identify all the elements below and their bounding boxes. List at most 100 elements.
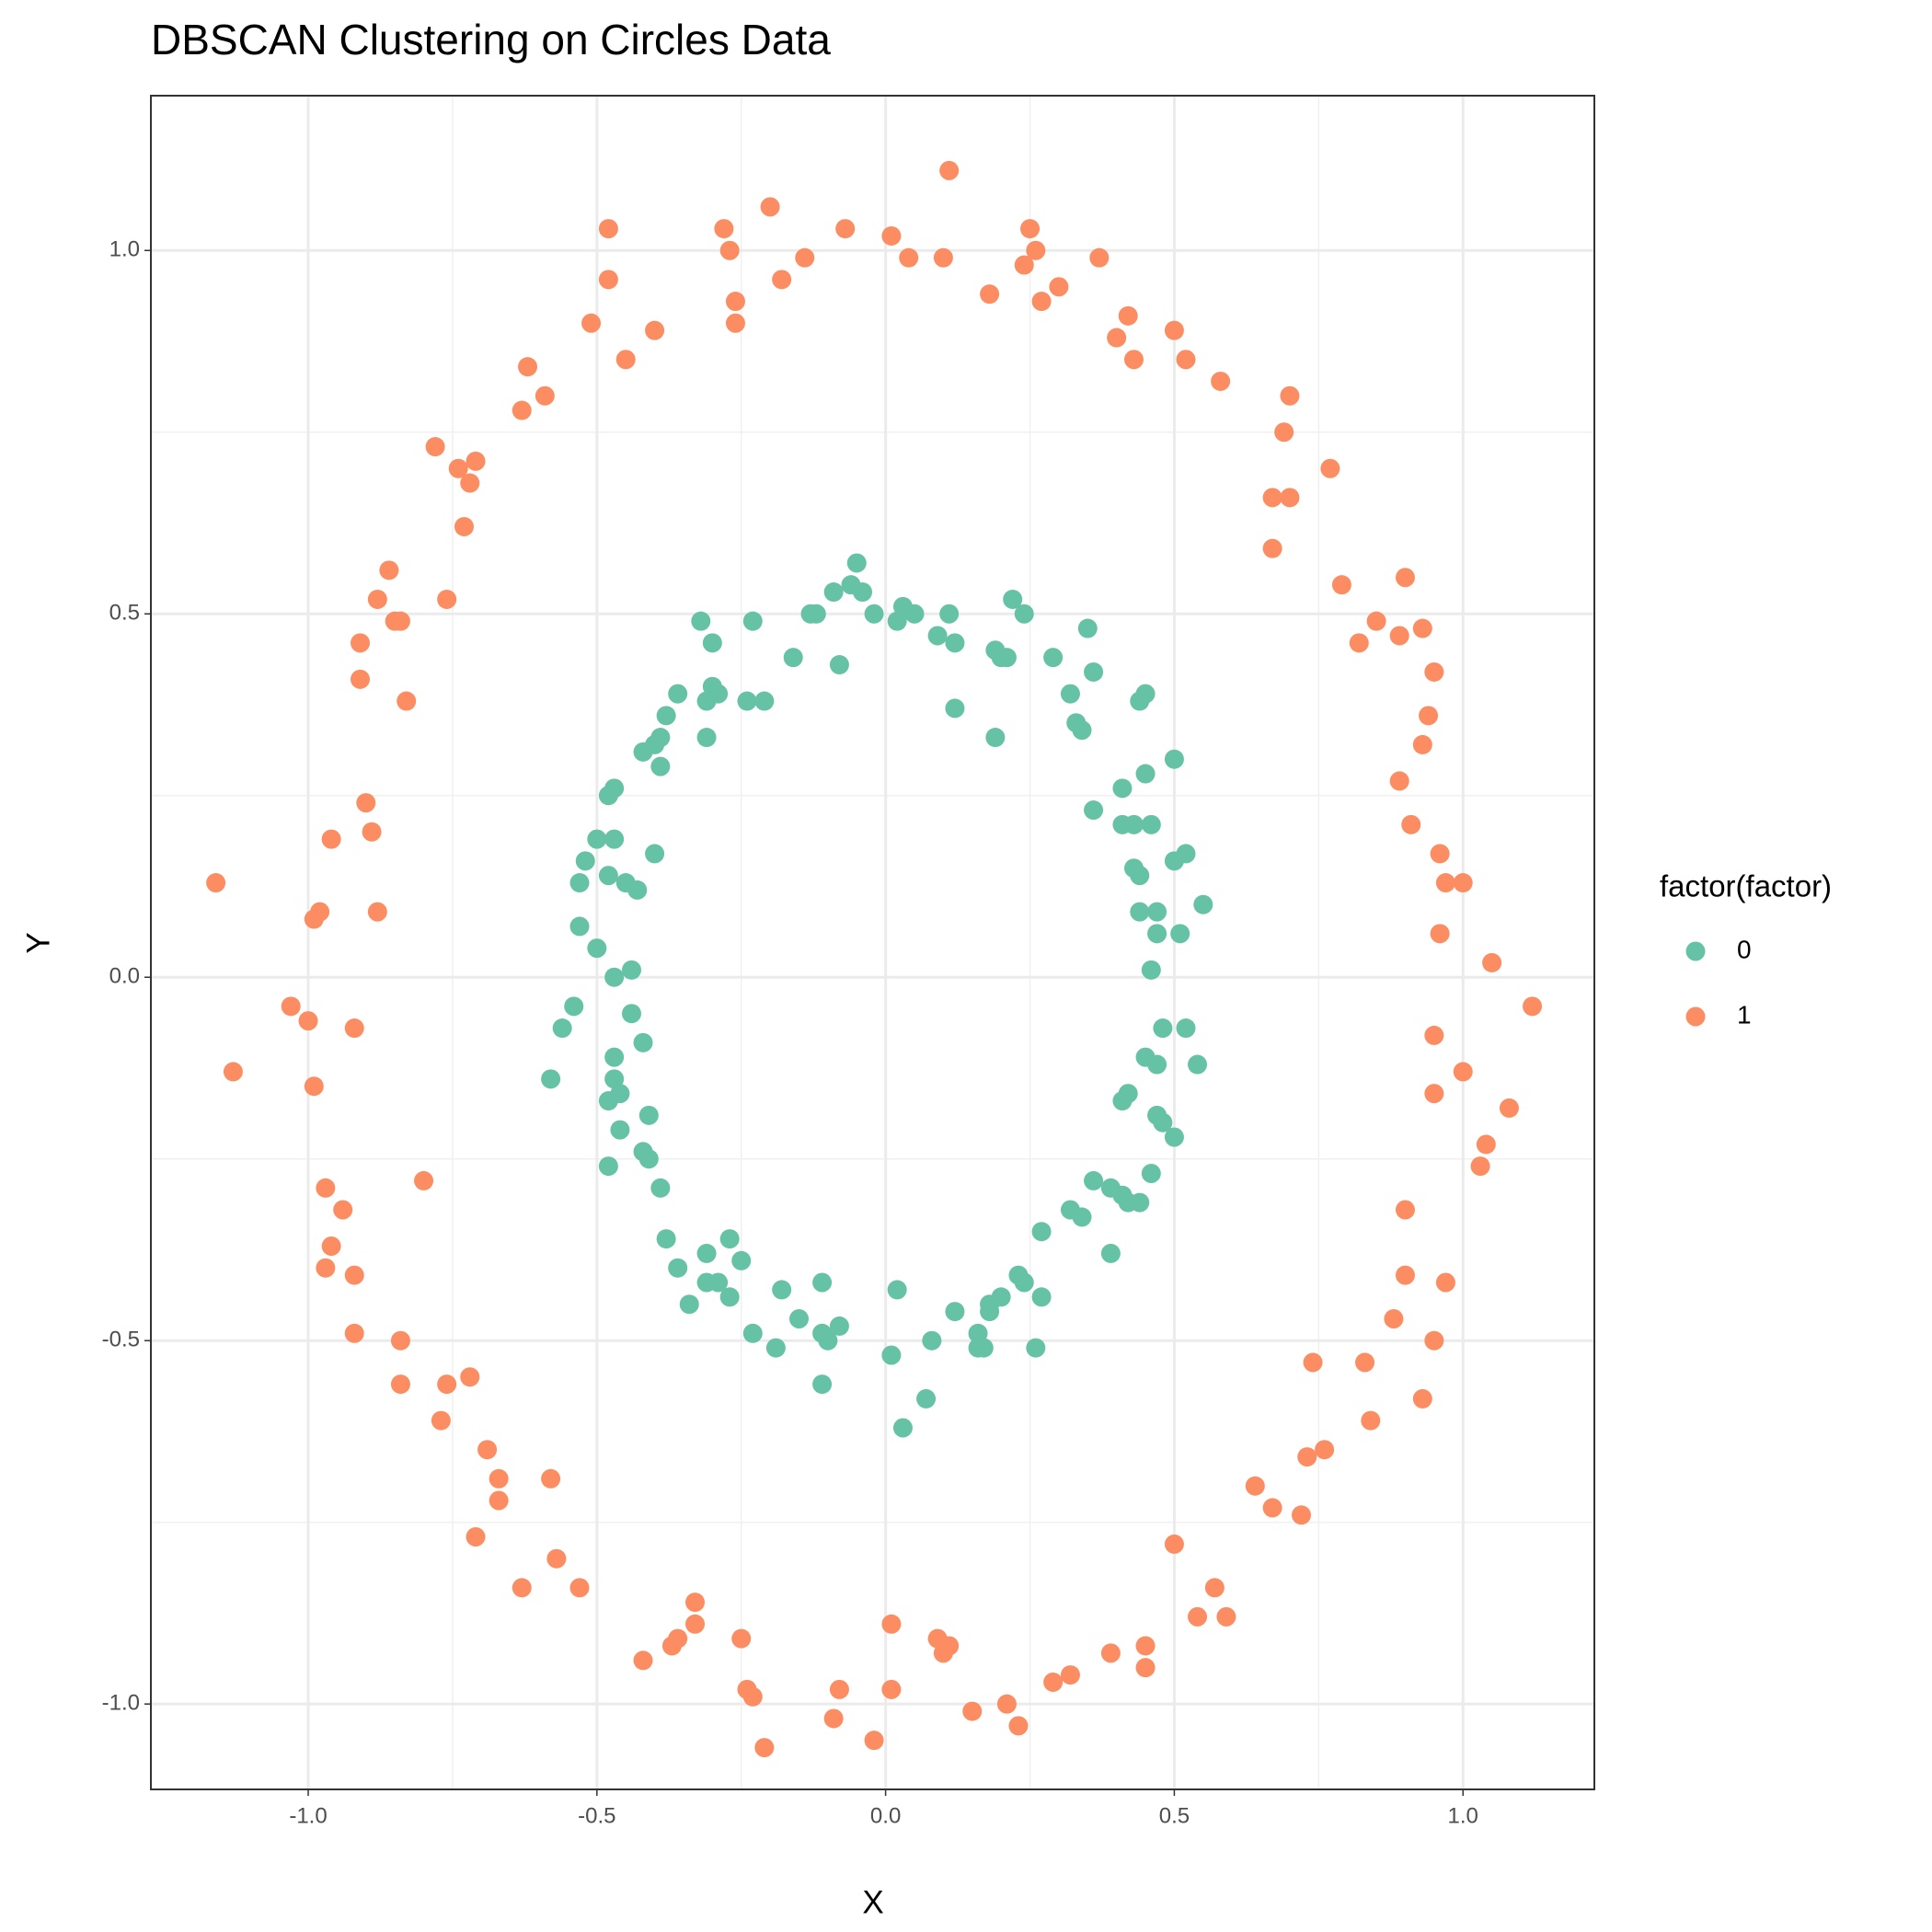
point: [460, 1367, 480, 1387]
point: [598, 219, 618, 239]
point: [968, 1323, 988, 1343]
point: [1424, 1084, 1444, 1104]
point: [367, 902, 387, 922]
point: [980, 284, 1000, 305]
point: [518, 357, 538, 377]
point: [904, 604, 925, 624]
x-tick-label: 0.0: [870, 1803, 901, 1828]
y-tick-label: 0.5: [109, 601, 140, 626]
point: [691, 611, 711, 631]
point: [945, 633, 965, 653]
chart-title: DBSCAN Clustering on Circles Data: [151, 16, 831, 63]
point: [1072, 720, 1092, 741]
point: [742, 1323, 763, 1343]
point: [668, 1258, 688, 1278]
point: [615, 350, 636, 370]
series-points: [206, 160, 1543, 1758]
point: [1084, 800, 1104, 821]
point: [1164, 749, 1184, 769]
point: [604, 967, 625, 987]
x-axis-label: X: [862, 1884, 883, 1920]
point: [1188, 1606, 1208, 1627]
point: [1303, 1352, 1323, 1373]
point: [604, 1047, 625, 1067]
point: [754, 1738, 775, 1758]
point: [685, 1593, 706, 1613]
point: [1008, 1716, 1029, 1736]
point: [304, 1076, 324, 1097]
point: [598, 786, 618, 806]
point: [638, 1149, 659, 1169]
point: [1060, 684, 1080, 704]
point: [881, 1614, 902, 1634]
point: [991, 1287, 1011, 1307]
point: [725, 313, 745, 333]
point: [1164, 1534, 1184, 1554]
point: [1014, 604, 1034, 624]
point: [1084, 1170, 1104, 1190]
point: [933, 1643, 953, 1663]
point: [604, 829, 625, 849]
point: [414, 1170, 434, 1190]
point: [621, 960, 641, 980]
point: [818, 1330, 838, 1351]
point: [321, 829, 341, 849]
point: [466, 1526, 486, 1547]
point: [610, 1084, 630, 1104]
point: [206, 873, 226, 893]
point: [1026, 240, 1046, 260]
point: [772, 1280, 792, 1300]
point: [1453, 873, 1473, 893]
point: [489, 1468, 509, 1489]
point: [829, 1679, 849, 1699]
point: [425, 437, 445, 457]
point: [298, 1011, 318, 1031]
point: [1089, 247, 1110, 268]
point: [1412, 618, 1432, 638]
point: [1170, 924, 1190, 944]
point: [477, 1440, 498, 1460]
point: [645, 844, 665, 864]
x-tick-label: 1.0: [1448, 1803, 1478, 1828]
point: [945, 698, 965, 719]
point: [397, 691, 417, 711]
point: [598, 270, 618, 290]
point: [1118, 1084, 1138, 1104]
point: [708, 1272, 729, 1293]
point: [1130, 1192, 1150, 1213]
point: [1476, 1134, 1496, 1155]
point: [899, 247, 919, 268]
point: [1204, 1578, 1225, 1598]
point: [1176, 350, 1196, 370]
series-points: [541, 553, 1213, 1438]
point: [344, 1018, 364, 1039]
point: [1412, 734, 1432, 754]
point: [512, 1578, 532, 1598]
point: [685, 1614, 706, 1634]
point: [1470, 1156, 1490, 1177]
point: [835, 219, 856, 239]
point: [1435, 873, 1455, 893]
point: [454, 516, 474, 536]
point: [1049, 277, 1069, 297]
x-tick-label: 0.5: [1159, 1803, 1190, 1828]
point: [656, 706, 676, 726]
point: [823, 582, 844, 603]
point: [933, 247, 953, 268]
point: [1135, 1636, 1156, 1656]
point: [344, 1323, 364, 1343]
point: [702, 633, 722, 653]
point: [1499, 1098, 1519, 1118]
point: [1395, 1265, 1415, 1285]
point: [661, 1636, 682, 1656]
point: [1320, 458, 1340, 478]
point: [853, 582, 873, 603]
point: [806, 604, 826, 624]
point: [846, 553, 867, 573]
point: [633, 1032, 653, 1052]
point: [598, 866, 618, 886]
point: [321, 1236, 341, 1257]
legend-title: factor(factor): [1660, 869, 1832, 903]
point: [1060, 1665, 1080, 1685]
point: [281, 996, 301, 1017]
